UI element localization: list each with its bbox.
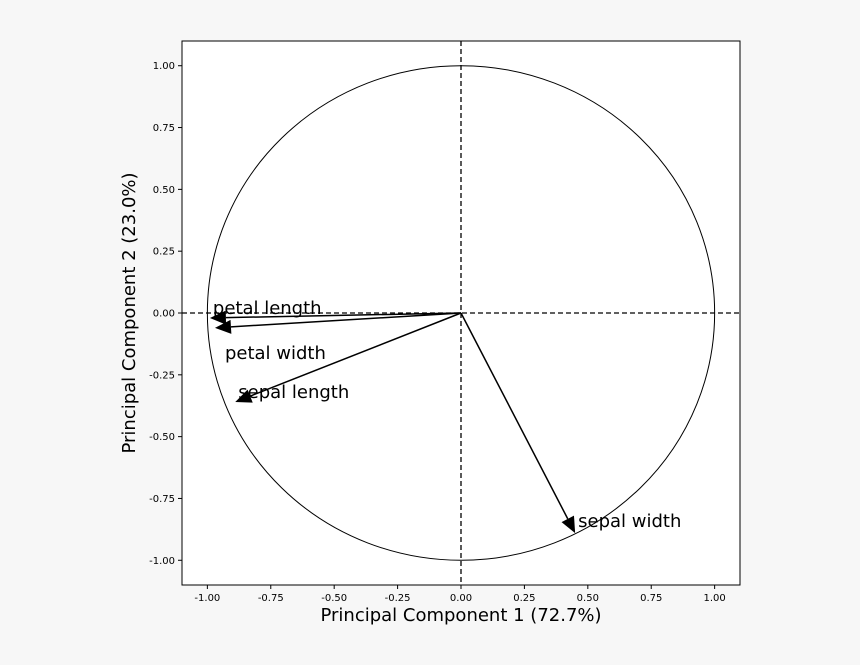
vector-label-sepal-length: sepal length (238, 382, 349, 403)
y-tick-label: 1.00 (153, 61, 175, 72)
x-tick-label: -1.00 (194, 593, 220, 604)
x-tick-label: 0.00 (450, 593, 472, 604)
y-tick-label: 0.50 (153, 185, 175, 196)
x-tick-label: 0.75 (640, 593, 662, 604)
y-tick-label: 0.25 (153, 247, 175, 258)
x-tick-label: 0.25 (513, 593, 535, 604)
y-tick-label: -1.00 (149, 556, 175, 567)
y-axis-label: Principal Component 2 (23.0%) (119, 172, 140, 453)
x-tick-label: 0.50 (577, 593, 599, 604)
vector-label-sepal-width: sepal width (578, 511, 681, 532)
arrowhead-sepal-width (561, 515, 576, 534)
vector-label-petal-width: petal width (225, 343, 326, 364)
arrowhead-sepal-length (235, 389, 253, 403)
y-tick-label: -0.50 (149, 432, 175, 443)
x-tick-label: -0.50 (321, 593, 347, 604)
y-tick-label: 0.75 (153, 123, 175, 134)
vector-arrow-sepal-width (460, 312, 569, 520)
x-tick-label: -0.75 (258, 593, 284, 604)
arrowhead-petal-width (214, 319, 232, 334)
x-axis-label: Principal Component 1 (72.7%) (320, 605, 601, 626)
x-tick-label: -0.25 (385, 593, 411, 604)
vector-arrow-sepal-length (249, 312, 462, 397)
y-tick-label: 0.00 (153, 309, 175, 320)
arrowhead-petal-length (209, 310, 227, 325)
vector-arrow-petal-length (225, 312, 462, 319)
y-tick-label: -0.75 (149, 494, 175, 505)
vector-arrow-petal-width (230, 312, 462, 328)
x-tick-label: 1.00 (704, 593, 726, 604)
vector-label-petal-length: petal length (213, 298, 322, 319)
y-tick-label: -0.25 (149, 370, 175, 381)
